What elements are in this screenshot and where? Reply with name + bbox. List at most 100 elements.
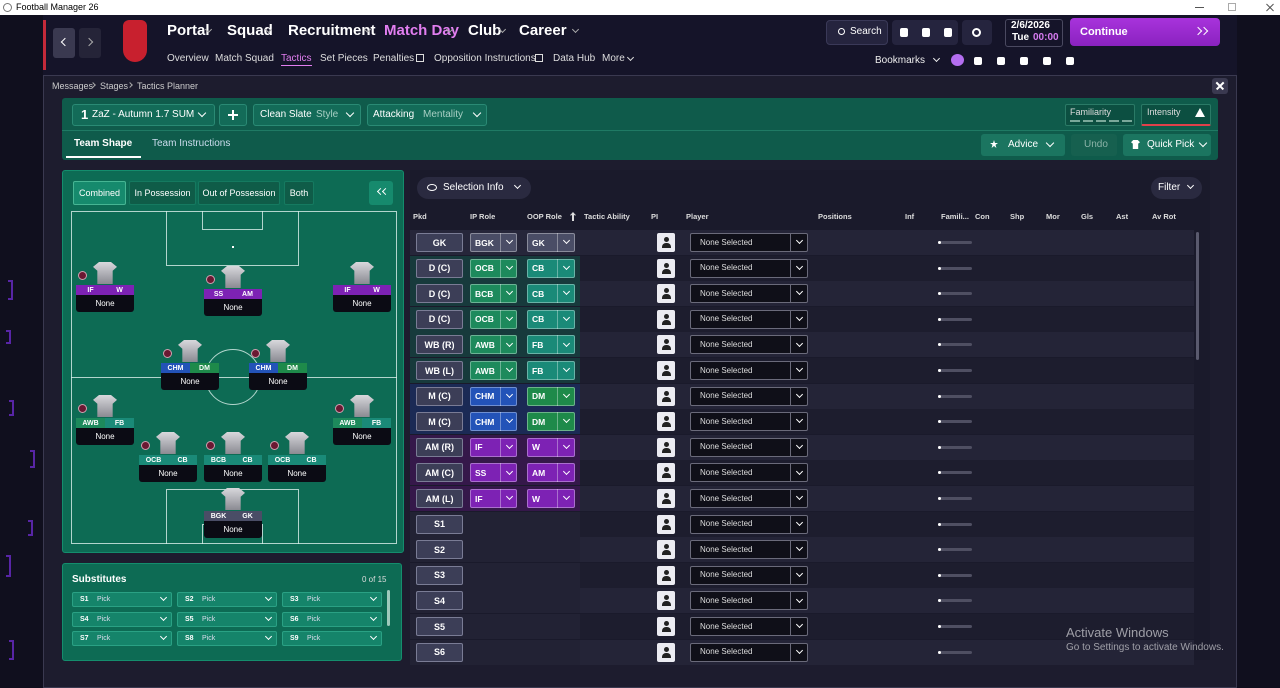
player-name[interactable]: None — [268, 465, 326, 482]
column-header[interactable]: Shp — [1010, 212, 1025, 221]
column-header[interactable]: IP Role — [470, 212, 496, 221]
ip-role-dropdown[interactable] — [470, 233, 517, 252]
ip-role-dropdown[interactable] — [470, 361, 517, 380]
view-tab[interactable]: Team Instructions — [152, 138, 231, 149]
pkd-button[interactable]: AM (R) — [416, 437, 463, 457]
back-button[interactable] — [53, 28, 75, 58]
oop-role-dropdown[interactable] — [527, 489, 575, 508]
ip-role-dropdown[interactable] — [470, 258, 517, 278]
breadcrumb-item[interactable]: Stages — [100, 81, 129, 91]
oop-role-dropdown[interactable] — [527, 437, 575, 457]
player-name[interactable]: None — [204, 465, 262, 482]
column-header[interactable]: PI — [651, 212, 659, 221]
sub-nav-item[interactable]: More — [602, 53, 625, 64]
player-name[interactable]: None — [76, 428, 134, 445]
player-dropdown[interactable] — [690, 284, 808, 304]
pkd-button[interactable]: M (C) — [416, 412, 463, 432]
column-header[interactable]: Pkd — [413, 212, 427, 221]
player-dropdown[interactable] — [690, 361, 808, 380]
style-dropdown[interactable] — [253, 104, 361, 126]
player-dropdown[interactable] — [690, 412, 808, 432]
pkd-button[interactable]: WB (L) — [416, 361, 463, 380]
player-dropdown[interactable] — [690, 233, 808, 252]
column-header[interactable]: Gls — [1081, 212, 1094, 221]
player-name[interactable]: None — [204, 521, 262, 538]
sub-slot[interactable] — [72, 592, 172, 607]
pkd-button[interactable]: GK — [416, 233, 463, 252]
column-header[interactable]: Inf — [905, 212, 915, 221]
player-name[interactable]: None — [204, 299, 262, 316]
filter-button[interactable] — [1151, 177, 1202, 199]
player-dropdown[interactable] — [690, 591, 808, 611]
main-nav-item[interactable]: Match Day — [384, 22, 460, 39]
column-header[interactable]: Player — [686, 212, 709, 221]
pkd-button[interactable]: S5 — [416, 617, 463, 636]
player-dropdown[interactable] — [690, 386, 808, 406]
main-nav-item[interactable]: Recruitment — [288, 22, 376, 39]
view-tab[interactable]: Team Shape — [74, 138, 133, 149]
pkd-button[interactable]: D (C) — [416, 309, 463, 329]
mode-button[interactable]: Combined — [73, 181, 126, 205]
ip-role-dropdown[interactable] — [470, 489, 517, 508]
player-dropdown[interactable] — [690, 335, 808, 355]
pkd-button[interactable]: AM (C) — [416, 463, 463, 483]
advice-button[interactable] — [981, 134, 1065, 156]
ip-role-dropdown[interactable] — [470, 309, 517, 329]
undo-button[interactable] — [1071, 134, 1117, 156]
player-name[interactable]: None — [333, 428, 391, 445]
sub-slot[interactable] — [282, 612, 382, 627]
player-name[interactable]: None — [76, 295, 134, 312]
pkd-button[interactable]: D (C) — [416, 284, 463, 304]
breadcrumb-item[interactable]: Messages — [52, 81, 94, 91]
sub-slot[interactable] — [72, 612, 172, 627]
player-dropdown[interactable] — [690, 309, 808, 329]
player-dropdown[interactable] — [690, 540, 808, 560]
column-header[interactable]: Con — [975, 212, 990, 221]
player-dropdown[interactable] — [690, 463, 808, 483]
column-header[interactable]: Ast — [1116, 212, 1129, 221]
main-nav-item[interactable]: Portal — [167, 22, 210, 39]
oop-role-dropdown[interactable] — [527, 463, 575, 483]
ip-role-dropdown[interactable] — [470, 335, 517, 355]
collapse-button[interactable] — [369, 181, 393, 205]
mode-button[interactable]: In Possession — [129, 181, 196, 205]
mode-button[interactable]: Both — [284, 181, 314, 205]
ip-role-dropdown[interactable] — [470, 386, 517, 406]
column-header[interactable]: Mor — [1046, 212, 1060, 221]
pkd-button[interactable]: S6 — [416, 642, 463, 662]
oop-role-dropdown[interactable] — [527, 335, 575, 355]
player-dropdown[interactable] — [690, 489, 808, 508]
search-box[interactable] — [826, 20, 888, 45]
sub-slot[interactable] — [282, 592, 382, 607]
ip-role-dropdown[interactable] — [470, 463, 517, 483]
pkd-button[interactable]: S1 — [416, 514, 463, 534]
sub-slot[interactable] — [72, 631, 172, 646]
ip-role-dropdown[interactable] — [470, 412, 517, 432]
forward-button[interactable] — [79, 28, 101, 58]
mode-button[interactable]: Out of Possession — [198, 181, 280, 205]
oop-role-dropdown[interactable] — [527, 233, 575, 252]
sub-slot[interactable] — [177, 631, 277, 646]
oop-role-dropdown[interactable] — [527, 258, 575, 278]
quick-pick-button[interactable] — [1123, 134, 1211, 156]
sub-nav-item[interactable]: Tactics — [281, 53, 312, 64]
mentality-dropdown[interactable] — [367, 104, 487, 126]
pkd-button[interactable]: S4 — [416, 591, 463, 611]
player-name[interactable]: None — [249, 373, 307, 390]
pkd-button[interactable]: WB (R) — [416, 335, 463, 355]
column-header[interactable]: Famili... — [941, 212, 969, 221]
sub-nav-item[interactable]: Overview — [167, 53, 209, 64]
oop-role-dropdown[interactable] — [527, 284, 575, 304]
sub-nav-item[interactable]: Opposition Instructions — [434, 53, 536, 64]
column-header[interactable]: Av Rot — [1152, 212, 1176, 221]
player-dropdown[interactable] — [690, 565, 808, 585]
tactic-dropdown[interactable] — [72, 104, 215, 126]
column-header[interactable]: Positions — [818, 212, 852, 221]
pkd-button[interactable]: D (C) — [416, 258, 463, 278]
player-dropdown[interactable] — [690, 514, 808, 534]
pkd-button[interactable]: AM (L) — [416, 489, 463, 508]
player-dropdown[interactable] — [690, 617, 808, 636]
main-nav-item[interactable]: Career — [519, 22, 567, 39]
column-header[interactable]: Tactic Ability — [584, 212, 630, 221]
sub-nav-item[interactable]: Penalties — [373, 53, 415, 64]
